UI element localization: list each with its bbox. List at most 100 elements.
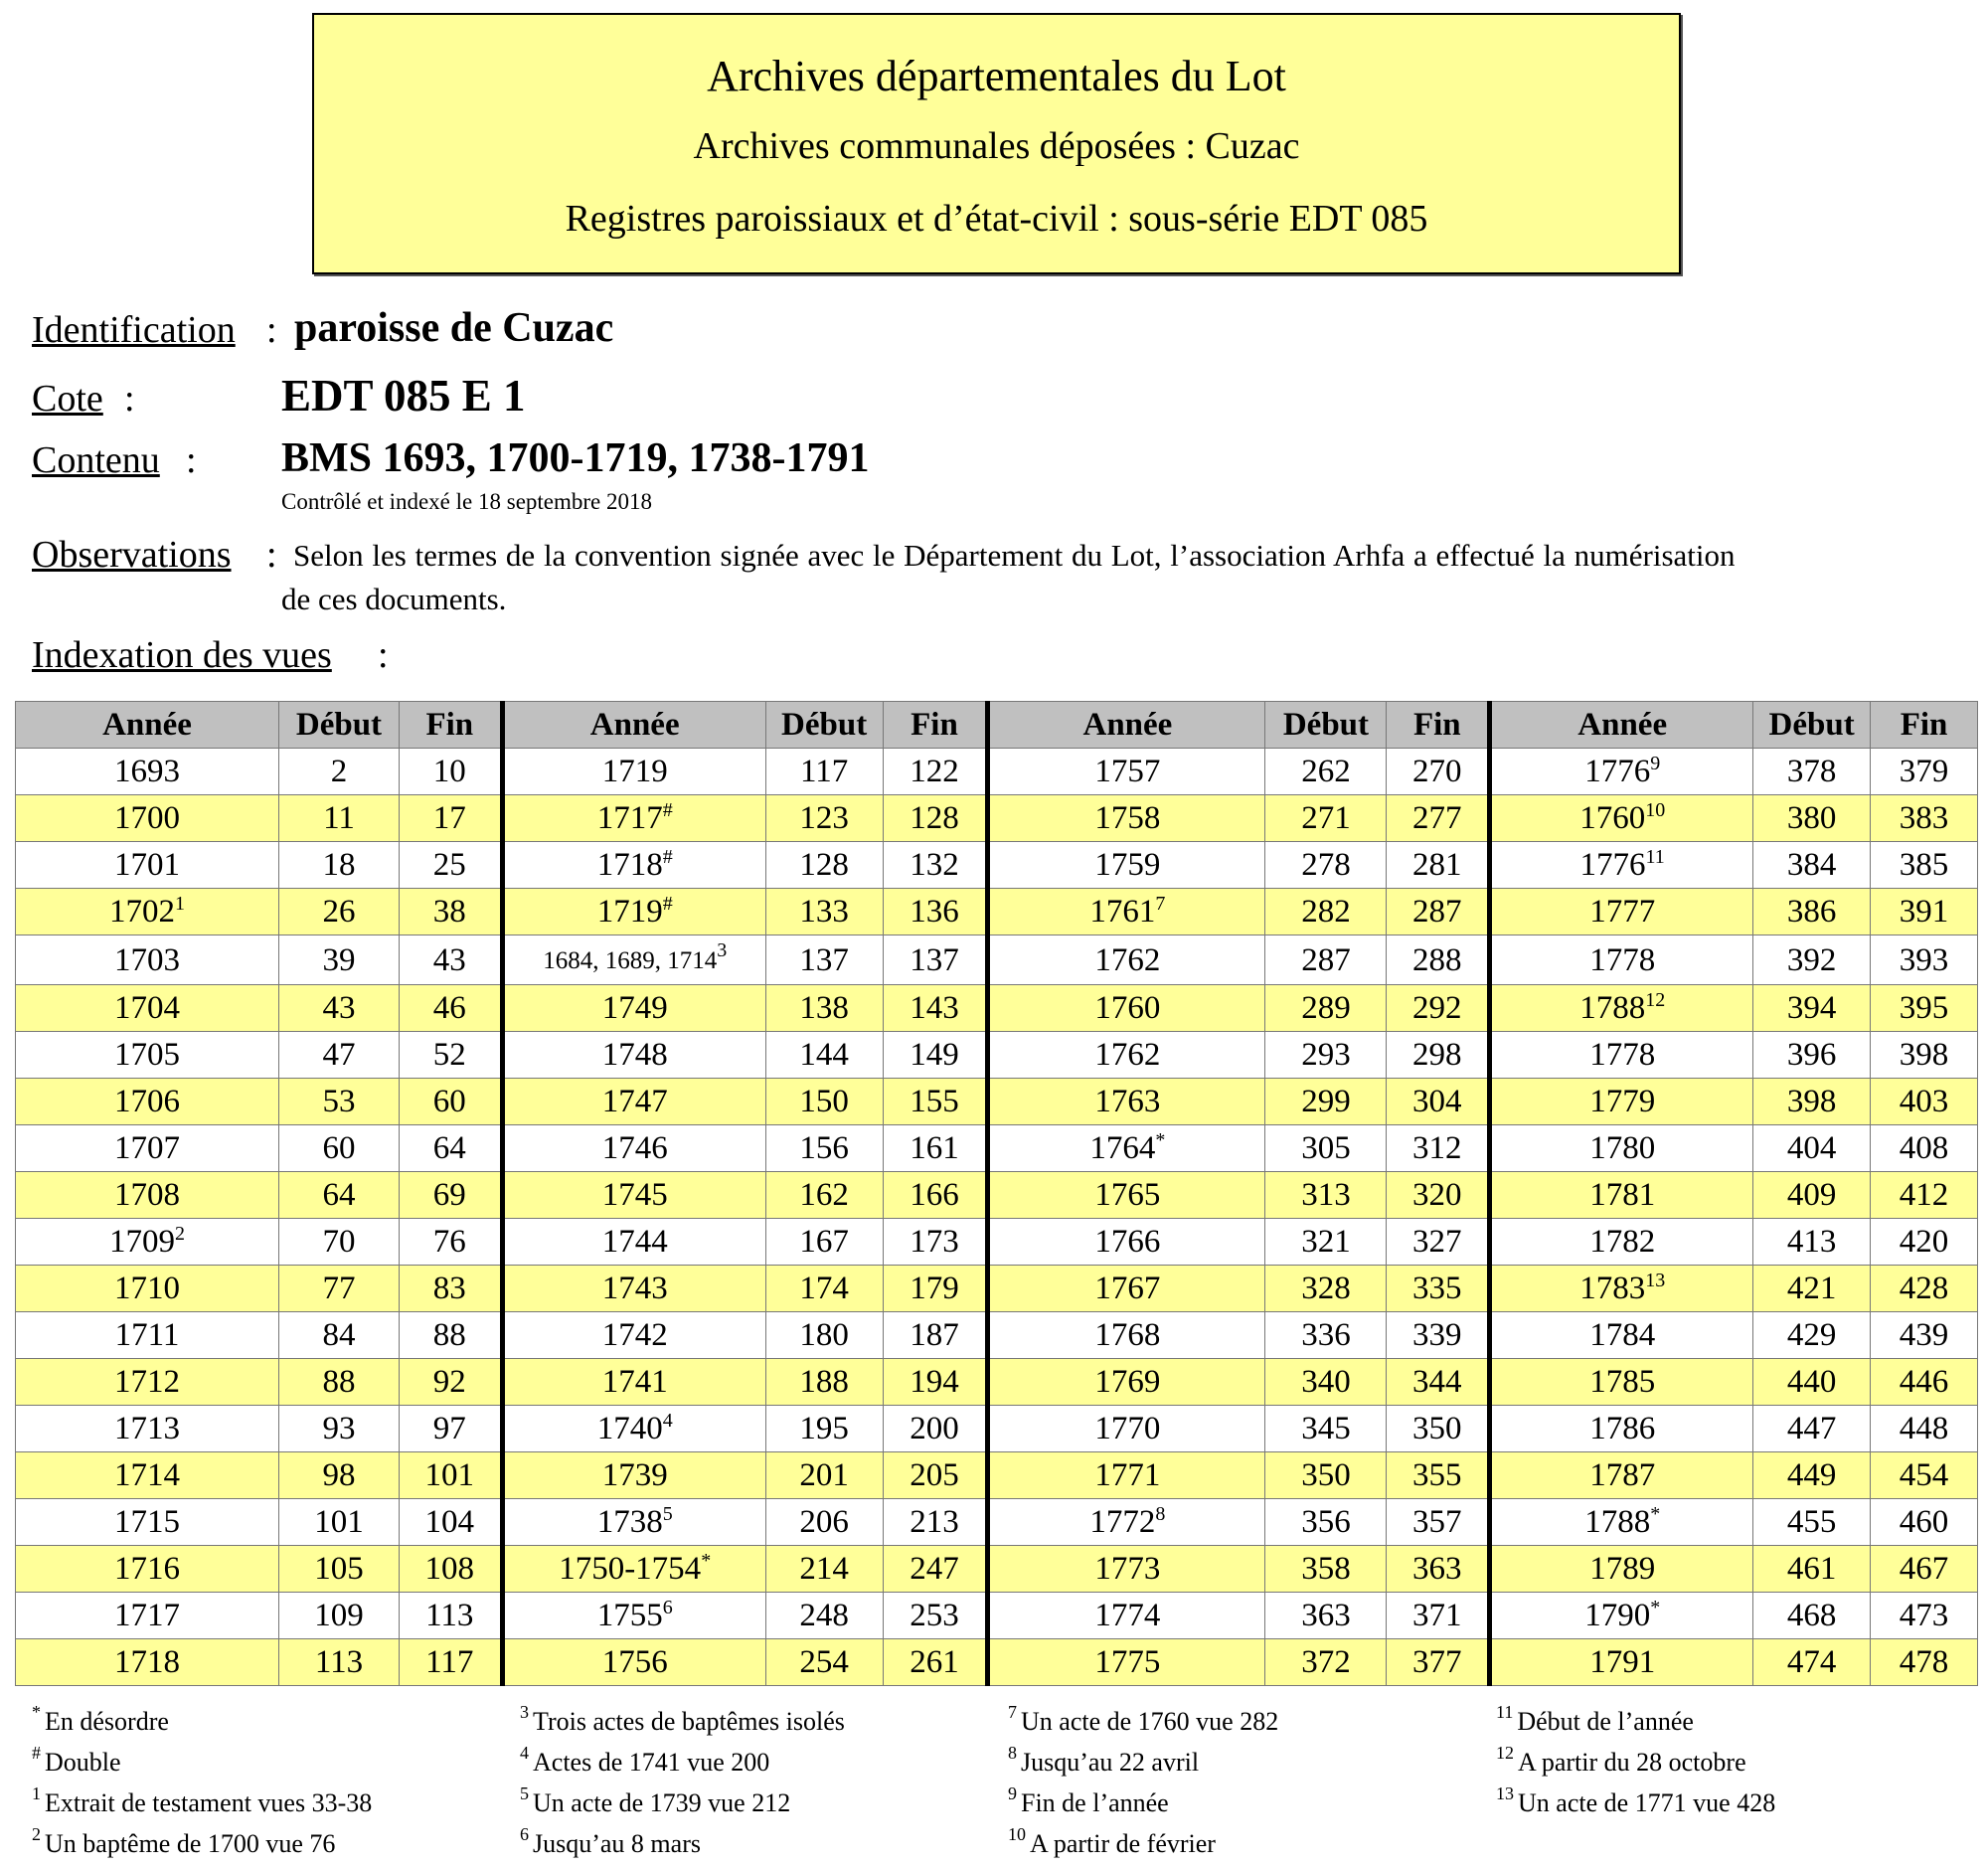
fin-cell: 161 [882, 1124, 989, 1172]
fin-cell: 43 [398, 934, 503, 985]
debut-cell: 282 [1264, 888, 1388, 935]
debut-cell: 278 [1264, 841, 1388, 889]
fin-cell: 478 [1870, 1638, 1978, 1686]
debut: 109 [314, 1598, 364, 1633]
field-colon: : [378, 634, 389, 676]
year-cell: 1790* [1487, 1592, 1754, 1639]
footnote-text: Double [45, 1748, 121, 1777]
footnote-mark: 12 [1496, 1743, 1514, 1763]
debut: 474 [1786, 1644, 1837, 1680]
table-row: 1714 98 101 1739 201 205 1771 350 355 1787 449 454 [15, 1451, 1978, 1499]
year: 1766 [1094, 1224, 1161, 1260]
debut-cell: 363 [1264, 1592, 1388, 1639]
footnote-ref: 3 [717, 939, 728, 961]
footnote-mark: 11 [1496, 1702, 1514, 1722]
footnote-mark: 8 [1008, 1743, 1017, 1763]
debut: 468 [1786, 1598, 1837, 1633]
year: 1701 [114, 847, 180, 883]
footnote-ref: # [662, 799, 673, 821]
footnote: 13 Un acte de 1771 vue 428 [1496, 1783, 1775, 1818]
debut-cell: 113 [278, 1638, 400, 1686]
year-cell: 177611 [1487, 841, 1754, 889]
debut: 386 [1786, 894, 1837, 930]
footnote: 11 Début de l’année [1496, 1702, 1694, 1737]
fin-cell: 398 [1870, 1031, 1978, 1079]
fin: 213 [910, 1504, 959, 1540]
debut-cell: 43 [278, 984, 400, 1032]
footnote-mark: 5 [520, 1783, 529, 1803]
year-cell: 1778 [1487, 934, 1754, 985]
field-label: Indexation des vues [32, 634, 332, 676]
footnote-ref: * [1155, 1129, 1166, 1151]
fin: 287 [1412, 894, 1462, 930]
field-text: Selon les termes de la convention signée… [293, 538, 1736, 573]
footnote-mark: 10 [1008, 1824, 1026, 1844]
fin-cell: 355 [1386, 1451, 1491, 1499]
year: 1707 [114, 1130, 180, 1166]
footnote-ref: 13 [1645, 1270, 1666, 1291]
year-cell: 1769 [985, 1358, 1266, 1406]
column-header: Année [15, 701, 279, 749]
year-cell: 1764* [985, 1124, 1266, 1172]
debut-cell: 289 [1264, 984, 1388, 1032]
year: 1756 [601, 1644, 668, 1680]
year: 1748 [601, 1037, 668, 1073]
debut-cell: 293 [1264, 1031, 1388, 1079]
fin: 17 [432, 800, 466, 836]
year: 1762 [1094, 941, 1161, 978]
debut: 394 [1786, 990, 1837, 1026]
debut: 180 [799, 1317, 849, 1353]
year: 1716 [114, 1551, 180, 1587]
fin: 161 [910, 1130, 959, 1166]
footnote-text: A partir de février [1030, 1829, 1216, 1858]
debut-cell: 429 [1752, 1311, 1872, 1359]
column-header: Fin [1870, 701, 1978, 749]
debut-cell: 167 [764, 1218, 884, 1266]
footnote: # Double [32, 1743, 121, 1778]
fin: 428 [1899, 1271, 1949, 1306]
debut: 105 [314, 1551, 364, 1587]
column-header: Année [985, 701, 1266, 749]
year: 1704 [114, 990, 180, 1026]
debut-cell: 404 [1752, 1124, 1872, 1172]
footnote-mark: 7 [1008, 1702, 1017, 1722]
fin: 439 [1899, 1317, 1949, 1353]
fin: 117 [425, 1644, 474, 1680]
fin: 379 [1899, 754, 1949, 789]
debut-cell: 64 [278, 1171, 400, 1219]
debut: 18 [322, 847, 356, 883]
year-cell: 1771 [985, 1451, 1266, 1499]
fin-cell: 117 [398, 1638, 503, 1686]
debut: 117 [799, 754, 849, 789]
table-row: 1707 60 64 1746 156 161 1764* 305 312 1780 404 408 [15, 1124, 1978, 1172]
year-cell: 1786 [1487, 1405, 1754, 1452]
column-header: Début [278, 701, 400, 749]
year-cell: 1767 [985, 1265, 1266, 1312]
fin-cell: 371 [1386, 1592, 1491, 1639]
table-row: 1715 101 104 17385 206 213 17728 356 357 1788* 455… [15, 1498, 1978, 1546]
debut-cell: 128 [764, 841, 884, 889]
footnote-text: Extrait de testament vues 33-38 [45, 1788, 373, 1817]
debut-cell: 455 [1752, 1498, 1872, 1546]
table-row: 1703 39 43 1684, 1689, 17143 137 137 1762 287 28… [15, 934, 1978, 985]
debut: 398 [1786, 1084, 1837, 1119]
fin: 194 [910, 1364, 959, 1400]
year-cell: 1788* [1487, 1498, 1754, 1546]
year-cell: 1717# [499, 794, 766, 842]
year: 1775 [1094, 1644, 1161, 1680]
year-cell: 1773 [985, 1545, 1266, 1593]
year: 1755 [596, 1598, 663, 1633]
year: 1709 [109, 1224, 175, 1260]
year: 1702 [109, 894, 175, 930]
footnote-text: Un acte de 1771 vue 428 [1518, 1788, 1776, 1817]
year-cell: 1746 [499, 1124, 766, 1172]
year: 1781 [1589, 1177, 1656, 1213]
table-row: 1710 77 83 1743 174 179 1767 328 335 178313 421 428 [15, 1265, 1978, 1312]
debut: 455 [1786, 1504, 1837, 1540]
debut: 378 [1786, 754, 1837, 789]
year: 1778 [1589, 1037, 1656, 1073]
header-subtitle: Archives communales déposées : Cuzac [693, 125, 1300, 167]
debut-cell: 447 [1752, 1405, 1872, 1452]
year-cell: 1684, 1689, 17143 [499, 934, 766, 985]
year: 1779 [1589, 1084, 1656, 1119]
